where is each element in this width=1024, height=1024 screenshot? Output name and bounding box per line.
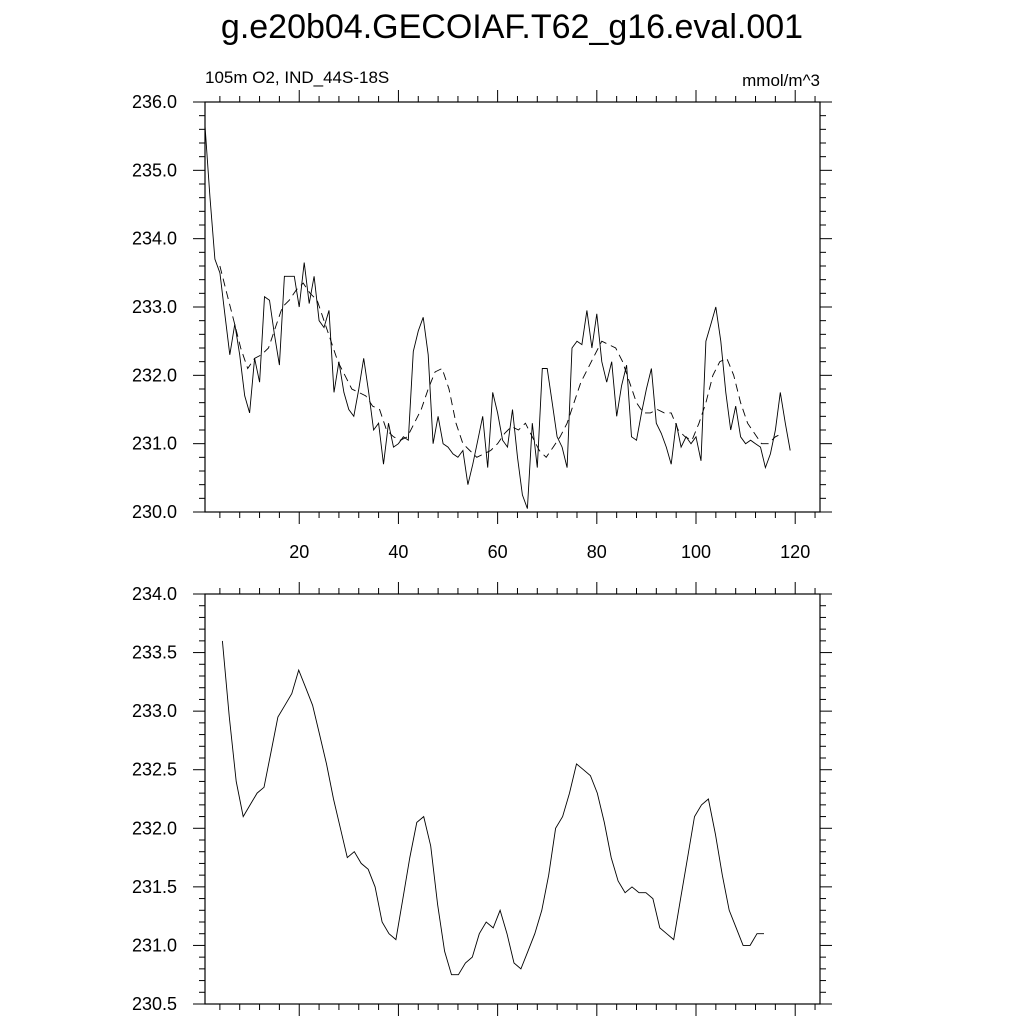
bottom-y-tick-label: 234.0 xyxy=(132,584,177,604)
top-y-tick-label: 233.0 xyxy=(132,297,177,317)
top-y-tick-label: 230.0 xyxy=(132,502,177,522)
bottom-panel: 230.5 231.0 231.5 232.0 232.5 233.0 233.5 234.0 xyxy=(132,582,832,1016)
top-x-tick-label: 120 xyxy=(780,542,810,562)
top-x-tick-label: 100 xyxy=(681,542,711,562)
top-x-tick-label: 40 xyxy=(388,542,408,562)
bottom-y-tick-label: 231.5 xyxy=(132,877,177,897)
top-x-tick-label: 60 xyxy=(488,542,508,562)
top-x-tick-label: 80 xyxy=(587,542,607,562)
top-series-solid-line xyxy=(204,125,791,509)
top-y-tick-label: 235.0 xyxy=(132,160,177,180)
top-panel-right-string: mmol/m^3 xyxy=(742,71,820,90)
bottom-plot-frame xyxy=(204,593,821,1005)
top-series-dashed-line xyxy=(219,265,783,458)
top-y-tick-label: 234.0 xyxy=(132,229,177,249)
bottom-y-tick-label: 232.0 xyxy=(132,818,177,838)
bottom-y-tick-label: 233.0 xyxy=(132,701,177,721)
bottom-y-tick-label: 232.5 xyxy=(132,760,177,780)
top-y-tick-label: 236.0 xyxy=(132,92,177,112)
top-y-tick-label: 232.0 xyxy=(132,365,177,385)
bottom-y-tick-label: 233.5 xyxy=(132,643,177,663)
top-x-tick-label: 20 xyxy=(289,542,309,562)
bottom-y-tick-label: 230.5 xyxy=(132,994,177,1014)
bottom-y-tick-label: 231.0 xyxy=(132,935,177,955)
top-y-tick-label: 231.0 xyxy=(132,434,177,454)
top-plot-frame xyxy=(204,101,821,513)
chart-title: g.e20b04.GECOIAF.T62_g16.eval.001 xyxy=(220,8,804,46)
top-panel: 105m O2, IND_44S-18S mmol/m^3 230.0 231.0… xyxy=(132,68,832,562)
top-panel-left-string: 105m O2, IND_44S-18S xyxy=(205,68,389,87)
bottom-series-solid-line xyxy=(221,640,764,976)
